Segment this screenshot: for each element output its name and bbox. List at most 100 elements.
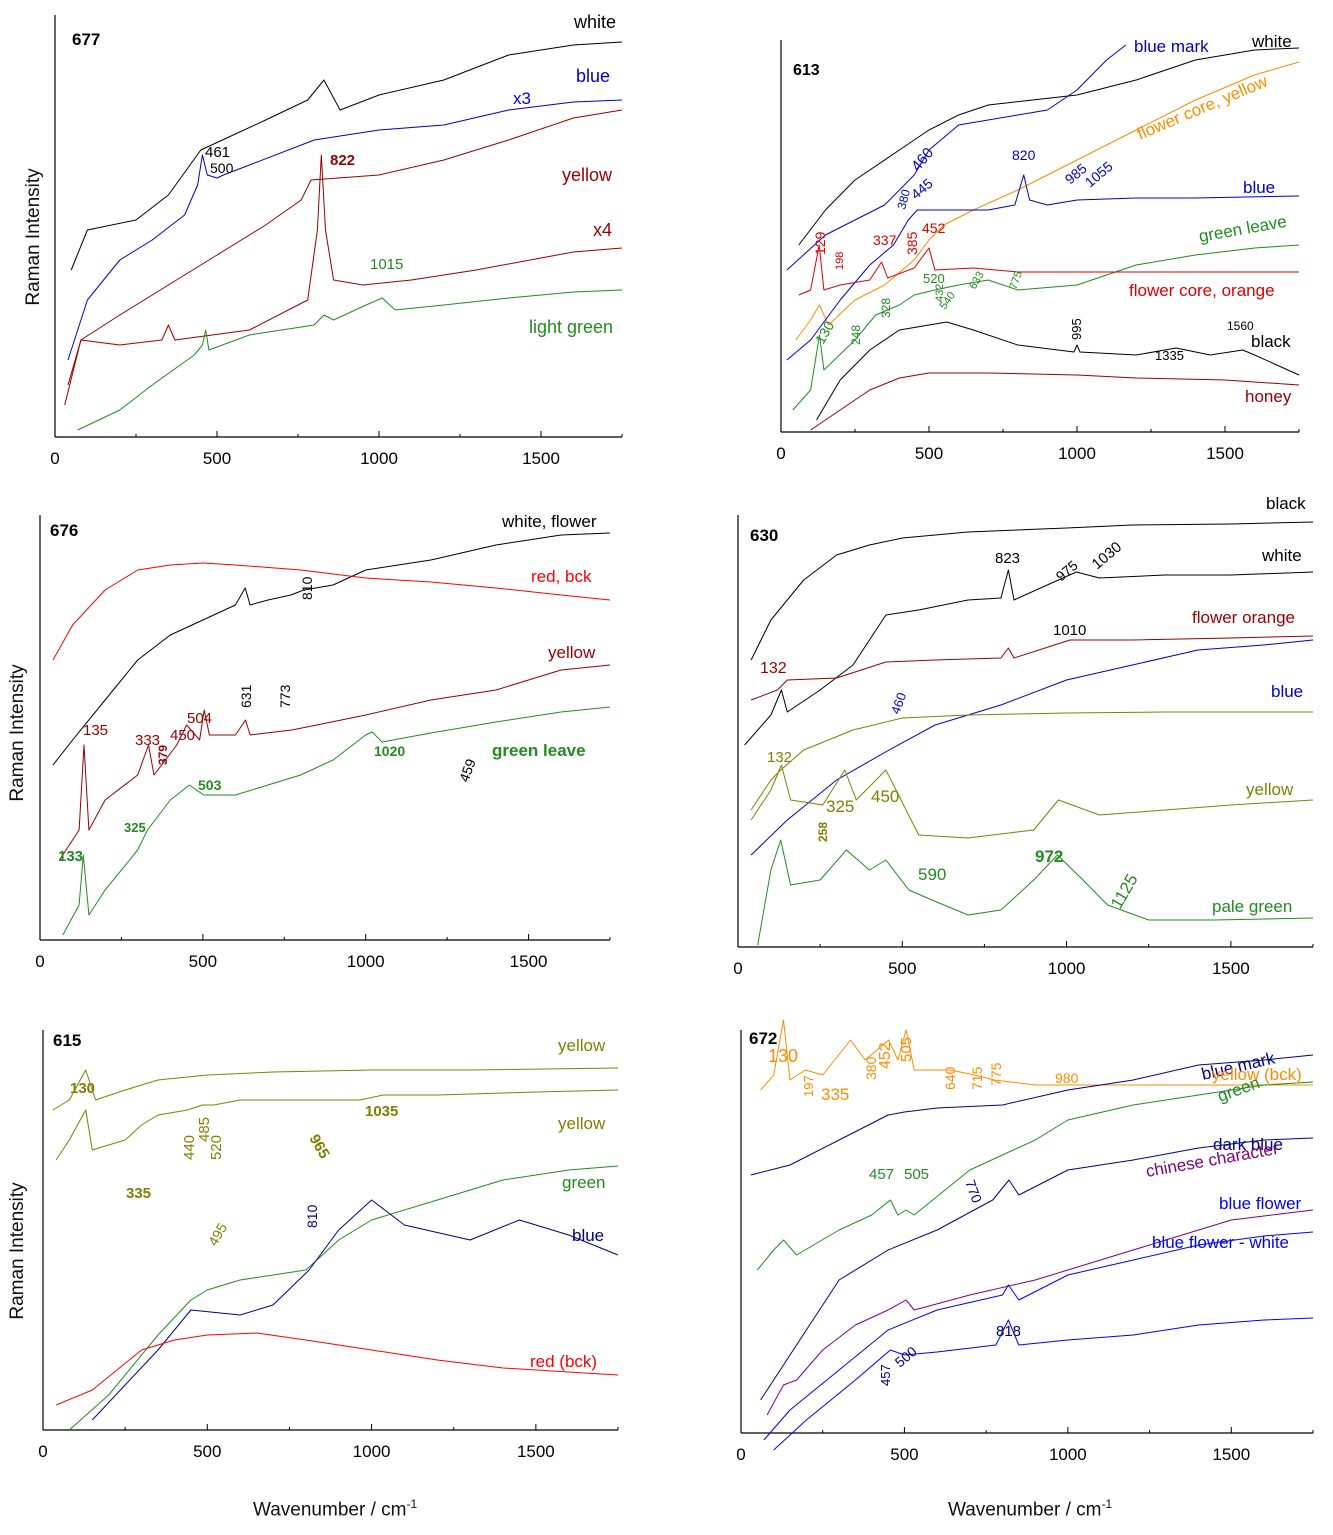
series-label: 450 (170, 727, 195, 744)
series-label: green leave (1197, 212, 1288, 246)
series-label: 672 (749, 1029, 777, 1048)
series-label: 132 (760, 660, 787, 677)
series-label: 500 (210, 160, 234, 176)
series-label: 500 (892, 1343, 920, 1370)
series-line-flower-core-yellow (795, 61, 1300, 341)
series-line-white (70, 41, 623, 271)
series-line-blue (91, 1199, 619, 1421)
series-line-yellow (67, 109, 623, 386)
series-line-yellow-top (750, 711, 1313, 811)
series-label: x4 (593, 220, 612, 240)
series-line-blue-flower (763, 1231, 1314, 1441)
series-label: 461 (205, 144, 230, 161)
series-label: 715 (969, 1066, 985, 1090)
series-line-red-bck- (55, 1332, 619, 1406)
series-label: 452 (922, 220, 946, 236)
x-tick-label: 1500 (1206, 444, 1244, 463)
series-label: red, bck (531, 567, 592, 586)
series-label: 590 (918, 865, 946, 884)
y-axis-label-row3: Raman Intensity (7, 1182, 28, 1320)
series-label: green leave (492, 741, 586, 760)
series-label: 337 (873, 232, 897, 248)
x-tick-label: 1000 (1048, 959, 1086, 978)
series-label: blue (1243, 178, 1275, 197)
series-line-blue-mark (786, 44, 1127, 271)
series-label: 503 (198, 777, 222, 793)
series-label: 810 (299, 576, 315, 600)
series-line-yellow (52, 1067, 619, 1111)
x-tick-label: 500 (915, 444, 943, 463)
series-label: 775 (1008, 270, 1026, 291)
series-line-white (798, 47, 1300, 246)
x-tick-label: 1000 (353, 1442, 391, 1461)
series-label: blue (1271, 682, 1303, 701)
series-label: 1010 (1053, 622, 1086, 639)
series-label: green (562, 1173, 605, 1192)
series-label: 248 (849, 325, 863, 345)
x-tick-label: 0 (35, 952, 44, 971)
series-label: 972 (1035, 847, 1063, 866)
series-label: yellow (bck) (1212, 1065, 1302, 1084)
series-label: 1020 (374, 743, 405, 759)
series-label: 823 (995, 550, 1020, 567)
series-line-green (68, 1165, 619, 1431)
series-label: red (bck) (530, 1352, 597, 1371)
series-label: 1035 (365, 1103, 398, 1120)
series-label: 613 (793, 62, 820, 79)
series-label: 965 (306, 1132, 333, 1162)
series-label: 676 (50, 521, 78, 540)
series-label: 818 (996, 1323, 1021, 1340)
series-label: x3 (513, 89, 531, 108)
series-label: 495 (205, 1220, 231, 1248)
series-label: 379 (156, 745, 170, 765)
series-label: 633 (967, 270, 987, 292)
y-axis-label-row1: Raman Intensity (23, 168, 44, 306)
series-label: 258 (816, 822, 830, 842)
series-label: 995 (1069, 318, 1084, 340)
series-label: 385 (904, 231, 920, 255)
series-line-dark-blue (760, 1137, 1314, 1401)
series-label: 810 (304, 1204, 320, 1228)
x-tick-label: 500 (189, 952, 217, 971)
series-label: 631 (238, 684, 254, 708)
series-label: 452 (877, 1042, 894, 1069)
x-tick-label: 500 (890, 1445, 918, 1464)
series-label: 130 (70, 1080, 95, 1097)
series-label: 520 (923, 271, 945, 286)
series-label: flower orange (1192, 608, 1295, 627)
panel-677: 0 500 1000 1500 677 white blue x3 yellow x4 light … (50, 12, 623, 468)
series-line-honey (810, 372, 1300, 431)
x-tick-label: 0 (733, 959, 742, 978)
series-line-green-leave (792, 244, 1300, 411)
series-line-yellow (59, 664, 611, 861)
series-label: blue (576, 66, 610, 86)
x-tick-label: 1000 (1058, 444, 1096, 463)
series-label: light green (529, 317, 613, 337)
series-label: blue flower - white (1152, 1233, 1289, 1252)
series-label: black (1266, 494, 1306, 513)
series-line-light-green (77, 289, 623, 431)
series-label: 1055 (1082, 158, 1116, 190)
series-line-blue (750, 639, 1314, 856)
series-label: blue (572, 1226, 604, 1245)
series-label: pale green (1212, 897, 1292, 916)
series-label: yellow (562, 165, 613, 185)
series-label: 432 (934, 284, 946, 302)
series-line-pale-green (757, 839, 1314, 946)
series-label: 1125 (1107, 871, 1142, 912)
series-label: blue flower (1219, 1194, 1302, 1213)
series-label: 380 (894, 187, 913, 210)
series-line-yellow (55, 1089, 619, 1161)
x-tick-label: 1500 (510, 952, 548, 971)
series-label: 773 (277, 684, 293, 708)
series-label: 457 (869, 1166, 894, 1183)
series-line-white (744, 569, 1314, 746)
x-tick-label: 1000 (1049, 1445, 1087, 1464)
series-line-yellow-bck- (760, 1019, 1313, 1091)
series-label: 325 (124, 820, 146, 835)
series-label: 485 (196, 1117, 213, 1142)
series-line-green-leave (62, 706, 611, 936)
series-label: 130 (768, 1046, 798, 1066)
series-label: flower core, orange (1129, 281, 1275, 300)
